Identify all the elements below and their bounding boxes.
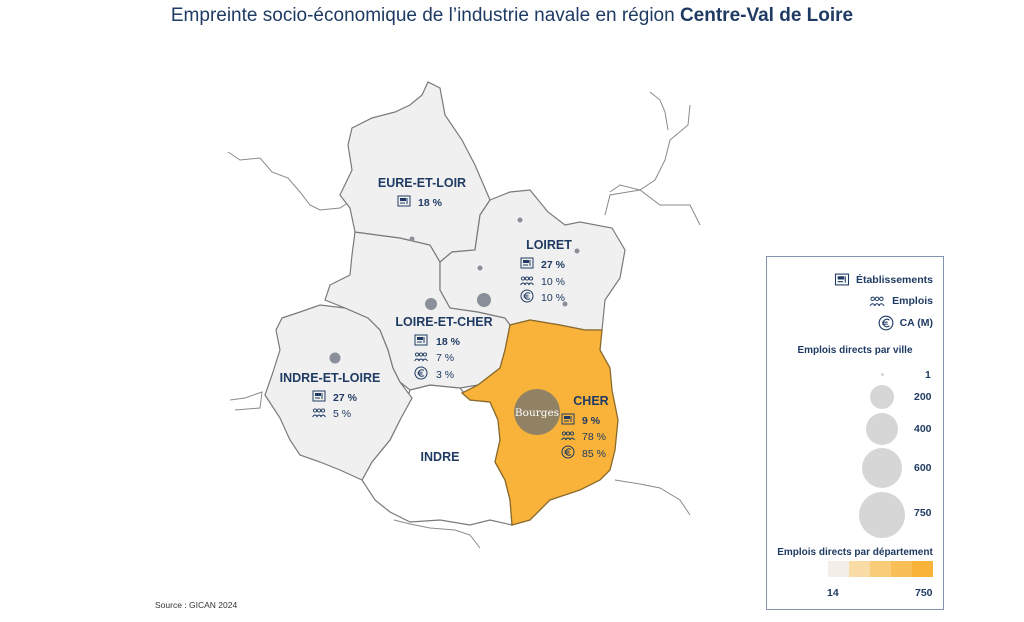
dept-label-cher: CHER: [573, 394, 608, 408]
stat-emplois: 5 %: [333, 408, 351, 420]
neighbour-borders: [227, 91, 701, 549]
legend-color-scale: [828, 561, 933, 577]
stat-etablissements: 27 %: [541, 259, 566, 271]
legend-bubble-label: 750: [914, 507, 932, 519]
city-bubble: [517, 217, 523, 223]
legend-bubble-label: 200: [914, 391, 932, 403]
factory-icon: [834, 273, 849, 286]
legend-bubble: [881, 373, 884, 376]
euro-icon: [878, 315, 893, 331]
dept-label-loir-et-cher: LOIRE-ET-CHER: [395, 315, 492, 329]
stat-etablissements: 18 %: [418, 197, 443, 209]
dept-label-loiret: LOIRET: [526, 238, 572, 252]
stat-etablissements: 18 %: [436, 336, 461, 348]
city-bubble: [409, 236, 415, 242]
city-bubble: [477, 293, 491, 307]
legend-bubble-label: 400: [914, 423, 932, 435]
people-icon: [869, 296, 885, 307]
city-label-bourges: Bourges: [515, 407, 559, 419]
legend-bubble-label: 1: [925, 369, 931, 381]
legend-etablissements: Établissements: [834, 273, 933, 286]
legend-bubble: [866, 413, 898, 445]
legend-bubbles-title: Emplois directs par ville: [797, 345, 913, 356]
source-note: Source : GICAN 2024: [155, 600, 238, 610]
legend-emplois: Emplois: [868, 295, 933, 307]
scale-swatch: [870, 561, 891, 577]
legend-bubble: [870, 385, 894, 409]
city-bubble: [562, 301, 568, 307]
scale-max-label: 750: [915, 587, 933, 599]
stat-etablissements: 27 %: [333, 392, 358, 404]
legend-scale-title: Emplois directs par département: [777, 547, 933, 558]
legend-bubble-label: 600: [914, 462, 932, 474]
scale-swatch: [849, 561, 870, 577]
stat-etablissements: 9 %: [582, 415, 601, 427]
stat-ca: 85 %: [582, 448, 606, 460]
scale-min-label: 14: [827, 587, 839, 599]
legend: Établissements Emplois CA (M) Emplois di…: [766, 256, 944, 610]
stat-ca: 10 %: [541, 292, 565, 304]
city-bubble-bourges: [514, 389, 560, 435]
dept-label-indre-et-loire: INDRE-ET-LOIRE: [280, 371, 381, 385]
page-title: Empreinte socio-économique de l’industri…: [170, 5, 854, 26]
region-name: Centre-Val de Loire: [679, 5, 854, 26]
legend-bubble: [862, 448, 902, 488]
legend-bubble: [859, 492, 905, 538]
stat-emplois: 10 %: [541, 276, 565, 288]
scale-swatch: [828, 561, 849, 577]
scale-swatch: [912, 561, 933, 577]
dept-label-indre: INDRE: [421, 450, 460, 464]
city-bubble: [425, 298, 437, 310]
stat-emplois: 78 %: [582, 431, 606, 443]
stat-ca: 3 %: [436, 369, 454, 381]
dept-label-eure-et-loir: EURE-ET-LOIR: [378, 176, 466, 190]
city-bubble: [477, 265, 483, 271]
stat-emplois: 7 %: [436, 352, 454, 364]
city-bubble: [329, 352, 341, 364]
city-bubble: [574, 248, 580, 254]
legend-ca: CA (M): [878, 315, 933, 331]
scale-swatch: [891, 561, 912, 577]
